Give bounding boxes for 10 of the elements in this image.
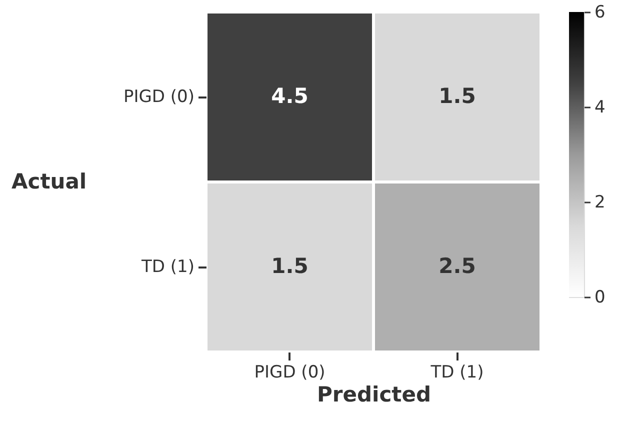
data-label: 4.5 (271, 84, 308, 108)
data-label: 1.5 (271, 254, 308, 278)
data-label: 1.5 (438, 84, 476, 108)
color-bar-label: 6 (594, 2, 606, 22)
x-axis-title: Predicted (317, 382, 431, 406)
data-label: 2.5 (438, 254, 476, 278)
color-bar-label: 2 (594, 192, 606, 212)
y-axis-title: Actual (12, 170, 87, 194)
color-bar-label: 4 (594, 98, 606, 118)
color-bar-label: 0 (594, 288, 606, 308)
